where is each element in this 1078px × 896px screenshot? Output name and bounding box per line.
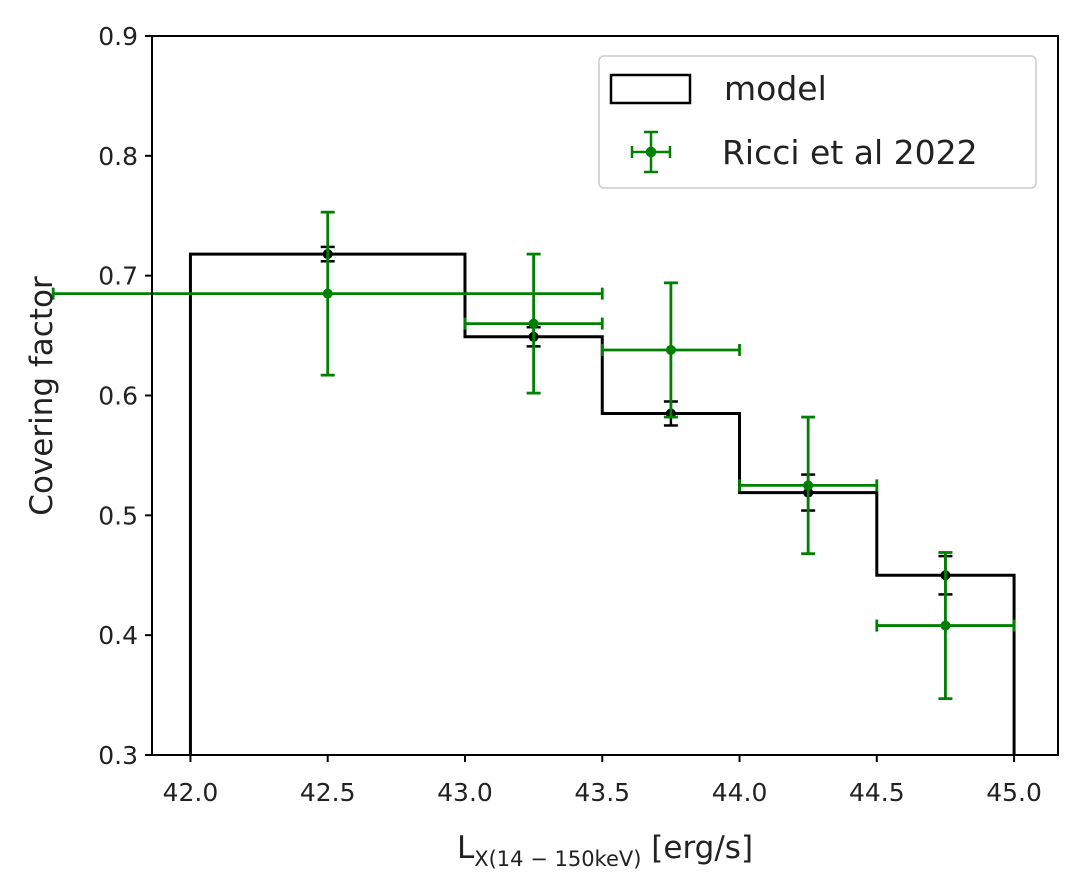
ricci-point (463, 252, 604, 395)
x-tick-label: 42.5 (300, 778, 356, 807)
x-tick-label: 44.5 (849, 778, 905, 807)
ricci-point-marker (803, 480, 814, 491)
ricci-point (875, 551, 1016, 701)
y-tick-label: 0.9 (98, 22, 138, 51)
x-axis-title-subscript: X(14 − 150keV) (474, 847, 641, 871)
ricci-point-marker (528, 318, 539, 329)
x-axis-title: LX(14 − 150keV) [erg/s] (457, 830, 753, 871)
y-tick-label: 0.4 (98, 621, 138, 650)
y-tick-label: 0.6 (98, 382, 138, 411)
axes: 42.0 42.5 43.0 43.5 44.0 44.5 45.0 0.3 0.4 0.5 0.6… (98, 22, 1042, 807)
y-tick-label: 0.8 (98, 142, 138, 171)
x-tick-label: 43.0 (437, 778, 493, 807)
x-axis-title-unit: [erg/s] (641, 830, 753, 866)
ricci-point-marker (940, 620, 951, 631)
x-tick-label: 42.0 (163, 778, 219, 807)
legend-ricci-label: Ricci et al 2022 (722, 133, 978, 172)
legend-ricci-marker (630, 130, 672, 174)
y-tick-label: 0.7 (98, 262, 138, 291)
legend: model Ricci et al 2022 (598, 55, 1037, 189)
ricci-point-marker (665, 344, 676, 355)
ricci-point-marker (322, 288, 333, 299)
legend-model-label: model (724, 69, 827, 108)
x-tick-label: 44.0 (712, 778, 768, 807)
ricci-point (600, 281, 741, 419)
legend-frame (598, 55, 1037, 189)
y-tick-label: 0.3 (98, 741, 138, 770)
ricci-point (738, 415, 879, 556)
x-tick-label: 43.5 (574, 778, 630, 807)
x-axis-title-base: L (457, 830, 475, 866)
ricci-point (51, 210, 604, 377)
y-axis-title: Covering factor (24, 276, 60, 516)
x-tick-label: 45.0 (986, 778, 1042, 807)
plot-area (51, 210, 1016, 755)
legend-model-swatch (609, 73, 692, 105)
y-tick-label: 0.5 (98, 501, 138, 530)
